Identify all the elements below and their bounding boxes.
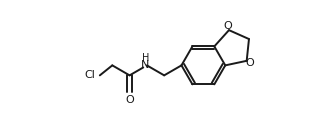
Text: O: O [224,21,233,31]
Text: H: H [141,53,149,63]
Text: Cl: Cl [84,70,95,80]
Text: O: O [125,95,134,105]
Text: O: O [245,58,254,68]
Text: N: N [141,60,150,70]
